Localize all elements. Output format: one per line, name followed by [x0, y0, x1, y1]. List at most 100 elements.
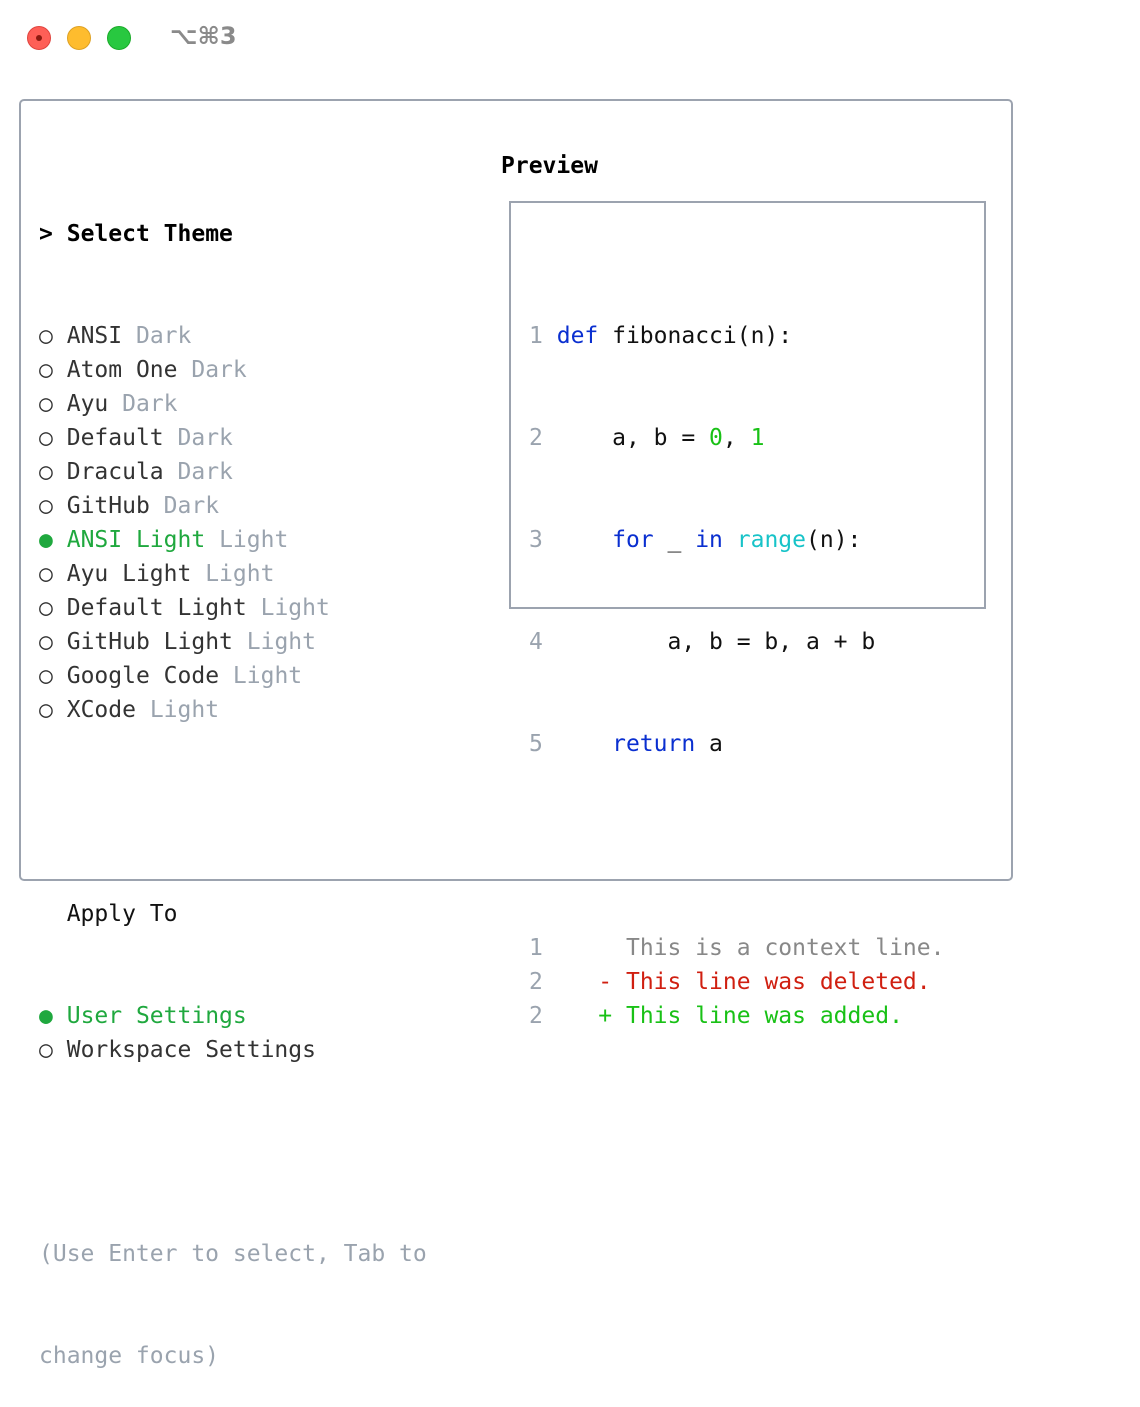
diff-line: 2 + This line was added.: [529, 999, 944, 1033]
theme-selector: > Select Theme ○ ANSI Dark ○ Atom One Dar…: [39, 149, 427, 1407]
code-text: _: [653, 527, 696, 553]
apply-section-header: Apply To: [39, 897, 427, 931]
hint-line-1: (Use Enter to select, Tab to: [39, 1241, 427, 1267]
minimize-window-button[interactable]: [67, 26, 91, 50]
radio-unselected-icon: ○: [39, 663, 53, 689]
code-text: (n):: [806, 527, 862, 553]
theme-type: Dark: [135, 323, 192, 349]
theme-option-xcode[interactable]: ○ XCode Light: [39, 693, 427, 727]
radio-unselected-icon: ○: [39, 391, 53, 417]
apply-option-user-settings[interactable]: ● User Settings: [39, 999, 427, 1033]
diff-text: This line was added.: [625, 1003, 903, 1029]
line-number: 2: [529, 1003, 543, 1029]
radio-unselected-icon: ○: [39, 1037, 53, 1063]
code-text: a: [695, 731, 723, 757]
code-line: 2 a, b = 0, 1: [529, 421, 944, 455]
theme-type: Light: [205, 561, 275, 587]
theme-type: Dark: [177, 425, 233, 451]
theme-type: Light: [232, 663, 303, 689]
builtin: range: [736, 527, 807, 553]
theme-option-google-code[interactable]: ○ Google Code Light: [39, 659, 427, 693]
theme-option-default[interactable]: ○ Default Dark: [39, 421, 427, 455]
number-literal: 0: [709, 425, 723, 451]
theme-option-github-light[interactable]: ○ GitHub Light Light: [39, 625, 427, 659]
zoom-window-button[interactable]: [107, 26, 131, 50]
diff-text: This is a context line.: [625, 935, 945, 961]
theme-type: Light: [246, 629, 316, 655]
radio-unselected-icon: ○: [39, 595, 53, 621]
hint-line-2: change focus): [39, 1343, 220, 1369]
theme-name: GitHub: [66, 493, 150, 519]
theme-section-title: Select Theme: [66, 221, 233, 247]
radio-unselected-icon: ○: [39, 357, 53, 383]
theme-name: ANSI Light: [66, 527, 206, 553]
apply-option-workspace-settings[interactable]: ○ Workspace Settings: [39, 1033, 427, 1067]
line-number: 1: [529, 323, 543, 349]
keyword: for: [612, 527, 654, 553]
theme-section-header: > Select Theme: [39, 217, 427, 251]
preview-title: Preview: [501, 153, 598, 179]
focus-cursor: >: [39, 221, 53, 247]
line-number: 5: [529, 731, 543, 757]
line-number: 2: [529, 969, 543, 995]
code-line: 4 a, b = b, a + b: [529, 625, 944, 659]
theme-type: Light: [219, 527, 289, 553]
diff-line: 1 This is a context line.: [529, 931, 944, 965]
theme-option-github[interactable]: ○ GitHub Dark: [39, 489, 427, 523]
theme-type: Dark: [191, 357, 247, 383]
theme-option-ansi-light[interactable]: ● ANSI Light Light: [39, 523, 427, 557]
theme-name: Ayu: [66, 391, 109, 417]
theme-option-ayu[interactable]: ○ Ayu Dark: [39, 387, 427, 421]
theme-name: XCode: [66, 697, 136, 723]
keyword: def: [556, 323, 599, 349]
preview-box: [509, 201, 986, 609]
apply-option-label: User Settings: [66, 1003, 247, 1029]
code-line: 3 for _ in range(n):: [529, 523, 944, 557]
radio-unselected-icon: ○: [39, 459, 53, 485]
keyword: return: [612, 731, 696, 757]
theme-name: Google Code: [66, 663, 220, 689]
theme-option-ansi[interactable]: ○ ANSI Dark: [39, 319, 427, 353]
theme-name: Atom One: [66, 357, 178, 383]
theme-type: Dark: [177, 459, 233, 485]
radio-unselected-icon: ○: [39, 629, 53, 655]
code-text: a, b = b, a + b: [556, 629, 876, 655]
diff-text: This line was deleted.: [625, 969, 931, 995]
theme-name: GitHub Light: [66, 629, 233, 655]
theme-option-ayu-light[interactable]: ○ Ayu Light Light: [39, 557, 427, 591]
theme-type: Dark: [163, 493, 220, 519]
keyword: in: [695, 527, 723, 553]
theme-type: Light: [149, 697, 220, 723]
line-number: 4: [529, 629, 543, 655]
radio-unselected-icon: ○: [39, 493, 53, 519]
theme-type: Dark: [122, 391, 178, 417]
theme-name: ANSI: [66, 323, 123, 349]
code-line: 1 def fibonacci(n):: [529, 319, 944, 353]
theme-name: Default: [66, 425, 164, 451]
theme-name: Dracula: [66, 459, 164, 485]
apply-list: ● User Settings ○ Workspace Settings: [39, 999, 427, 1067]
number-literal: 1: [750, 425, 765, 451]
diff-marker: +: [598, 1003, 613, 1029]
diff-marker: -: [598, 969, 613, 995]
radio-unselected-icon: ○: [39, 323, 53, 349]
code-line: 5 return a: [529, 727, 944, 761]
code-text: fibonacci(n):: [598, 323, 793, 349]
apply-option-label: Workspace Settings: [66, 1037, 316, 1063]
radio-unselected-icon: ○: [39, 561, 53, 587]
radio-unselected-icon: ○: [39, 425, 53, 451]
apply-section-title: Apply To: [66, 901, 178, 927]
theme-option-atom-one[interactable]: ○ Atom One Dark: [39, 353, 427, 387]
radio-unselected-icon: ○: [39, 697, 53, 723]
code-text: a, b =: [556, 425, 710, 451]
theme-option-default-light[interactable]: ○ Default Light Light: [39, 591, 427, 625]
diff-line: 2 - This line was deleted.: [529, 965, 944, 999]
theme-list: ○ ANSI Dark ○ Atom One Dark ○ Ayu Dark ○ De…: [39, 319, 427, 727]
line-number: 1: [529, 935, 543, 961]
theme-option-dracula[interactable]: ○ Dracula Dark: [39, 455, 427, 489]
theme-name: Default Light: [66, 595, 247, 621]
diff-preview: 1 This is a context line. 2 - This line w…: [529, 931, 944, 1033]
close-window-button[interactable]: [27, 26, 51, 50]
radio-selected-icon: ●: [39, 1003, 53, 1029]
window-shortcut: ⌥⌘3: [170, 22, 237, 50]
